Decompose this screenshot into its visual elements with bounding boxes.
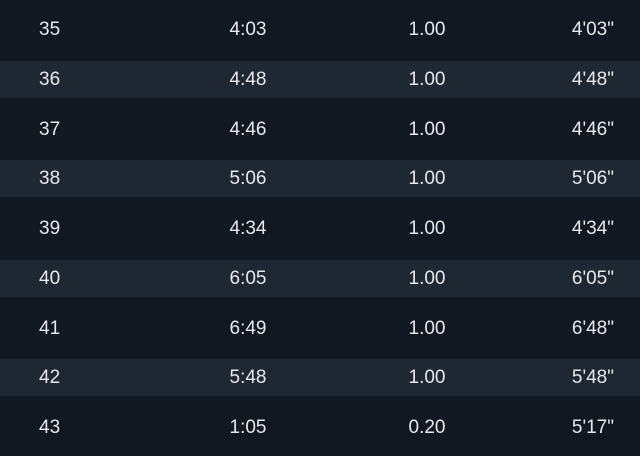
split-time: 4:03	[229, 19, 267, 40]
table-row[interactable]: 39 4:34 1.00 4'34"	[0, 204, 640, 254]
table-row[interactable]: 43 1:05 0.20 5'17"	[0, 403, 640, 453]
split-distance: 1.00	[408, 168, 446, 190]
split-time: 5:48	[229, 367, 267, 389]
table-row[interactable]: 35 4:03 1.00 4'03"	[0, 5, 640, 55]
split-pace: 5'48"	[571, 367, 614, 389]
split-pace: 4'34"	[571, 218, 614, 239]
lap-number: 39	[39, 218, 61, 239]
split-distance: 1.00	[408, 267, 446, 289]
table-row[interactable]: 38 5:06 1.00 5'06"	[0, 154, 640, 204]
split-distance: 1.00	[408, 68, 446, 90]
split-distance: 0.20	[408, 417, 446, 438]
split-pace: 5'06"	[571, 168, 614, 190]
split-pace: 5'17"	[571, 417, 614, 438]
split-time: 5:06	[229, 168, 267, 190]
split-pace: 6'05"	[571, 267, 614, 289]
table-row[interactable]: 42 5:48 1.00 5'48"	[0, 353, 640, 403]
table-row[interactable]: 41 6:49 1.00 6'48"	[0, 304, 640, 354]
lap-number: 43	[39, 417, 61, 438]
split-time: 1:05	[229, 417, 267, 438]
lap-number: 41	[39, 317, 61, 339]
lap-number: 35	[39, 19, 61, 40]
lap-number: 42	[39, 367, 61, 389]
split-pace: 6'48"	[571, 317, 614, 339]
split-distance: 1.00	[408, 367, 446, 389]
split-distance: 1.00	[408, 317, 446, 339]
table-row[interactable]: 40 6:05 1.00 6'05"	[0, 254, 640, 304]
split-distance: 1.00	[408, 19, 446, 40]
lap-number: 40	[39, 267, 61, 289]
split-pace: 4'48"	[571, 68, 614, 90]
lap-number: 38	[39, 168, 61, 190]
split-time: 6:05	[229, 267, 267, 289]
lap-number: 37	[39, 118, 61, 140]
table-row[interactable]: 37 4:46 1.00 4'46"	[0, 105, 640, 155]
split-pace: 4'03"	[571, 19, 614, 40]
lap-number: 36	[39, 68, 61, 90]
split-time: 4:34	[229, 218, 267, 239]
split-time: 6:49	[229, 317, 267, 339]
split-distance: 1.00	[408, 218, 446, 239]
split-time: 4:46	[229, 118, 267, 140]
table-row[interactable]: 36 4:48 1.00 4'48"	[0, 55, 640, 105]
split-distance: 1.00	[408, 118, 446, 140]
split-pace: 4'46"	[571, 118, 614, 140]
split-time: 4:48	[229, 68, 267, 90]
